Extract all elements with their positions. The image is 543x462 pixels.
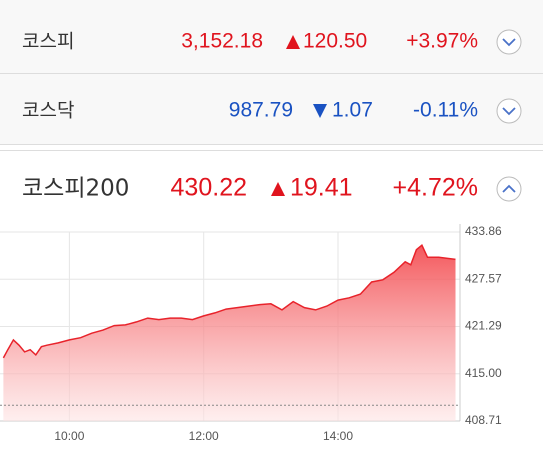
x-tick-label: 10:00 [54, 429, 84, 443]
index-name: 코스닥 [22, 100, 74, 122]
x-tick-label: 14:00 [323, 429, 353, 443]
change: 1.07 [332, 99, 373, 122]
y-tick-label: 427.57 [465, 271, 502, 285]
expand-button[interactable] [496, 29, 522, 55]
price: 430.22 [171, 174, 247, 202]
price: 3,152.18 [181, 30, 263, 53]
rate: +3.97% [406, 30, 478, 53]
change: 19.41 [290, 174, 353, 202]
area [3, 245, 456, 421]
collapse-button[interactable] [496, 176, 522, 202]
y-tick-label: 421.29 [465, 319, 502, 333]
index-name: 코스피200 [22, 176, 129, 202]
change: 120.50 [303, 30, 367, 53]
y-tick-label: 408.71 [465, 413, 502, 427]
row-bg [0, 74, 543, 144]
arrow-up [286, 35, 300, 49]
y-tick-label: 415.00 [465, 366, 502, 380]
rate: +4.72% [393, 174, 479, 202]
y-tick-label: 433.86 [465, 224, 502, 238]
row-bg [0, 0, 543, 73]
x-tick-label: 12:00 [189, 429, 219, 443]
index-name: 코스피 [22, 31, 74, 53]
line [2, 244, 456, 359]
arrow-down [313, 104, 327, 118]
arrow-up [271, 182, 285, 196]
expand-button[interactable] [496, 98, 522, 124]
price: 987.79 [229, 99, 293, 122]
rate: -0.11% [413, 99, 478, 122]
